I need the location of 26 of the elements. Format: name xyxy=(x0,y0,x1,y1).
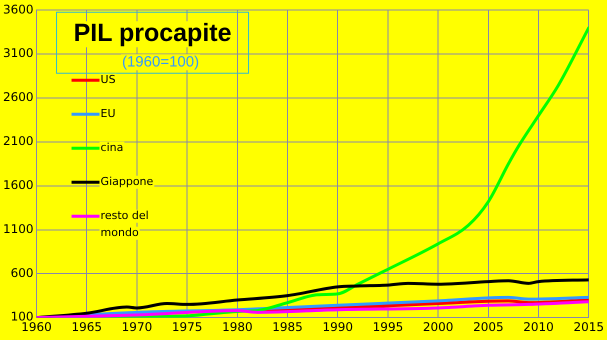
y-tick-label: 1100 xyxy=(2,222,34,236)
x-tick-label: 1975 xyxy=(172,320,202,334)
y-tick-label: 1600 xyxy=(2,178,34,192)
x-tick-label: 2015 xyxy=(573,320,604,334)
x-tick-label: 1995 xyxy=(372,320,404,334)
x-tick-label: 2005 xyxy=(473,320,504,334)
x-tick-label: 1965 xyxy=(71,320,102,334)
x-tick-label: 1980 xyxy=(222,320,253,334)
y-tick-label: 2100 xyxy=(2,134,34,148)
x-tick-label: 1990 xyxy=(322,320,354,334)
text: (1960=100) xyxy=(122,53,200,70)
x-tick-label: 1960 xyxy=(21,320,52,334)
legend-label: resto del mondo xyxy=(100,209,149,240)
x-tick-label: 2000 xyxy=(422,320,454,334)
legend-label: Giappone xyxy=(100,175,154,188)
legend-label: cina xyxy=(100,141,124,154)
x-tick-label: 2010 xyxy=(523,320,554,334)
y-tick-label: 3600 xyxy=(2,2,34,16)
legend-label: EU xyxy=(100,107,116,120)
x-tick-label: 1970 xyxy=(122,320,152,334)
legend-label: US xyxy=(100,73,116,86)
y-tick-label: 600 xyxy=(10,266,34,280)
x-tick-label: 1985 xyxy=(272,320,303,334)
chart-title: PIL procapite xyxy=(74,19,232,48)
y-tick-label: 3100 xyxy=(2,46,34,60)
y-tick-label: 2600 xyxy=(2,90,34,104)
